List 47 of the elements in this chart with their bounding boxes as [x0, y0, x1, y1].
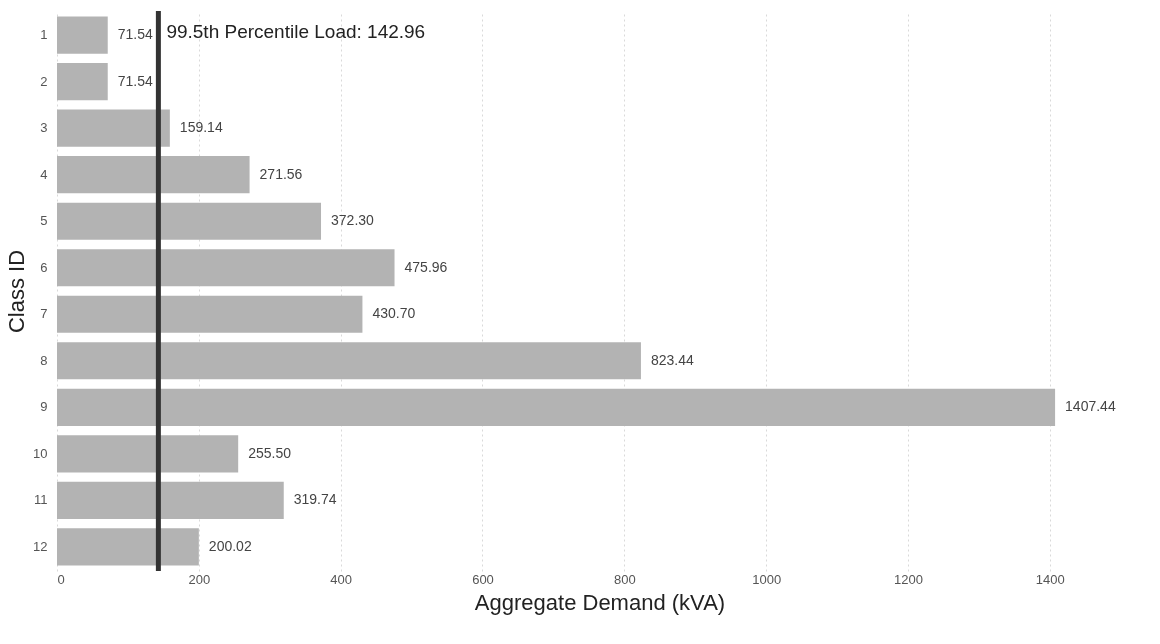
data-label: 71.54: [117, 26, 153, 43]
bar: [57, 63, 108, 101]
y-tick-label: 4: [40, 166, 48, 182]
bar: [57, 249, 395, 287]
x-tick-label: 0: [57, 571, 65, 587]
data-label: 159.14: [179, 119, 223, 136]
bar: [57, 156, 250, 194]
x-tick-label: 1000: [752, 571, 782, 587]
data-label: 475.96: [404, 258, 448, 275]
bar: [57, 202, 322, 240]
y-tick-label: 12: [33, 538, 48, 554]
y-axis-title: Class ID: [4, 249, 30, 334]
bar: [57, 388, 1056, 426]
y-tick-label: 3: [40, 120, 48, 136]
bar: [57, 16, 108, 54]
x-tick-label: 600: [472, 571, 494, 587]
data-label: 372.30: [331, 212, 375, 229]
data-label: 271.56: [259, 165, 303, 182]
data-label: 200.02: [208, 537, 252, 554]
y-tick-label: 1: [40, 27, 48, 43]
data-label: 255.50: [248, 444, 292, 461]
bar: [57, 481, 284, 519]
y-tick-label: 6: [40, 259, 48, 275]
bar: [57, 109, 170, 147]
data-label: 823.44: [650, 351, 694, 368]
y-tick-label: 10: [33, 445, 48, 461]
x-axis-title: Aggregate Demand (kVA): [474, 589, 726, 615]
x-tick-label: 800: [613, 571, 636, 587]
x-tick-label: 1400: [1035, 571, 1065, 587]
x-tick-label: 1200: [894, 571, 923, 587]
data-label: 319.74: [293, 491, 337, 508]
y-tick-label: 5: [40, 213, 48, 229]
y-tick-label: 2: [40, 73, 48, 89]
bar: [57, 435, 239, 473]
ref-line-label: 99.5th Percentile Load: 142.96: [166, 21, 426, 43]
y-tick-label: 8: [40, 352, 48, 368]
data-label: 1407.44: [1065, 398, 1116, 415]
y-tick-label: 7: [40, 306, 48, 322]
x-tick-label: 200: [188, 571, 211, 587]
y-tick-label: 9: [40, 399, 48, 415]
y-tick-label: 11: [34, 492, 48, 508]
data-label: 430.70: [372, 305, 416, 322]
bar: [57, 342, 641, 380]
data-label: 71.54: [117, 72, 153, 89]
bar: [57, 528, 199, 566]
x-tick-label: 400: [330, 571, 353, 587]
bar: [57, 295, 363, 333]
